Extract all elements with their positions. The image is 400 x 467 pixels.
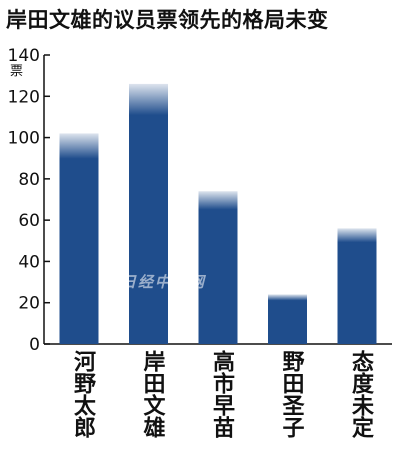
y-tick-label: 100: [8, 129, 40, 149]
watermark: 日经中文网: [121, 273, 207, 291]
y-tick-label: 40: [18, 252, 40, 272]
y-tick-label: 120: [8, 87, 40, 107]
y-tick-label: 0: [29, 335, 40, 355]
y-tick-label: 60: [18, 211, 40, 231]
bar: [337, 228, 377, 344]
x-tick-label: 河野太郎: [70, 350, 95, 438]
y-axis-unit: 票: [10, 64, 23, 79]
x-tick-label: 野田圣子: [278, 350, 304, 438]
bar: [268, 294, 307, 344]
bar: [129, 83, 168, 345]
chart-title: 岸田文雄的议员票领先的格局未变: [6, 8, 329, 32]
y-tick-label: 20: [18, 294, 40, 314]
bar: [198, 191, 238, 344]
y-tick-label: 80: [18, 170, 40, 190]
x-tick-label: 岸田文雄: [139, 350, 165, 438]
x-tick-label: 态度未定: [348, 350, 373, 438]
bar: [59, 133, 99, 344]
x-tick-label: 高市早苗: [209, 350, 234, 438]
y-tick-label: 140: [8, 46, 40, 66]
